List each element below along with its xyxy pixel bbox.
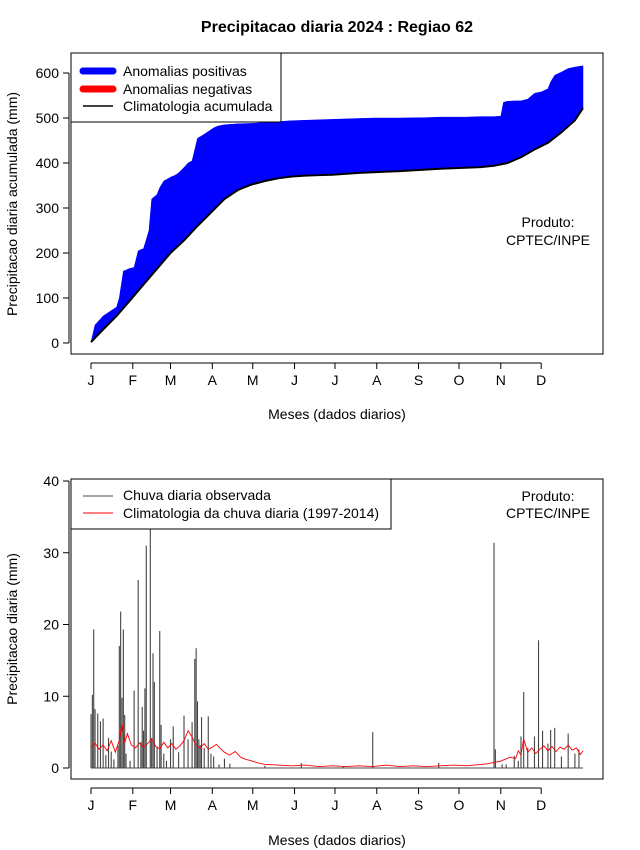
- x-tick-label: M: [165, 372, 177, 388]
- x-tick-label: N: [496, 797, 506, 813]
- x-tick-label: S: [414, 797, 423, 813]
- y-tick-label: 30: [43, 545, 59, 561]
- x-tick-label: A: [372, 372, 382, 388]
- x-axis-label: Meses (dados diarios): [268, 406, 406, 422]
- x-tick-label: O: [454, 797, 465, 813]
- x-tick-label: M: [247, 372, 259, 388]
- observed-rain-bars: [90, 515, 583, 769]
- daily-chart: 0 10 20 30 40 J F M A M J J A S O N D Meses (dados diar…: [4, 473, 604, 848]
- y-tick-label: 200: [36, 245, 60, 261]
- x-tick-label: M: [247, 797, 259, 813]
- x-tick-label: A: [208, 372, 218, 388]
- x-tick-label: F: [129, 797, 138, 813]
- legend-label-positive: Anomalias positivas: [123, 63, 247, 79]
- x-tick-label: O: [454, 372, 465, 388]
- y-tick-label: 300: [36, 200, 60, 216]
- y-axis-label: Precipitacao diaria (mm): [4, 553, 20, 705]
- y-tick-label: 20: [43, 617, 59, 633]
- plot-frame: [70, 52, 604, 355]
- x-tick-label: N: [496, 372, 506, 388]
- x-axis-label: Meses (dados diarios): [268, 832, 406, 848]
- x-tick-label: F: [129, 372, 138, 388]
- y-tick-label: 500: [36, 110, 60, 126]
- x-tick-label: M: [165, 797, 177, 813]
- product-source: CPTEC/INPE: [506, 505, 590, 521]
- legend: Anomalias positivas Anomalias negativas …: [70, 52, 282, 123]
- x-tick-label: J: [331, 372, 338, 388]
- legend-box: [70, 478, 392, 530]
- x-tick-label: J: [291, 372, 298, 388]
- legend-label-negative: Anomalias negativas: [123, 81, 252, 97]
- y-tick-label: 40: [43, 473, 59, 489]
- x-tick-label: D: [536, 372, 546, 388]
- y-tick-label: 600: [36, 65, 60, 81]
- product-label: Produto:: [522, 214, 575, 230]
- cumulative-chart: Precipitacao diaria 2024 : Regiao 62 0 10…: [4, 19, 604, 422]
- climatology-rain-line: [90, 723, 584, 768]
- y-tick-label: 100: [36, 290, 60, 306]
- y-tick-label: 0: [51, 760, 59, 776]
- legend: Chuva diaria observada Climatologia da c…: [70, 478, 392, 530]
- y-tick-label: 10: [43, 688, 59, 704]
- y-tick-label: 400: [36, 155, 60, 171]
- climatology-line: [90, 107, 584, 343]
- x-tick-label: A: [372, 797, 382, 813]
- legend-label-climatology: Climatologia da chuva diaria (1997-2014): [123, 505, 379, 521]
- x-tick-label: A: [208, 797, 218, 813]
- x-tick-label: D: [536, 797, 546, 813]
- y-tick-label: 0: [51, 335, 59, 351]
- legend-label-observed: Chuva diaria observada: [123, 487, 271, 503]
- chart-title: Precipitacao diaria 2024 : Regiao 62: [201, 19, 473, 36]
- legend-label-climatology: Climatologia acumulada: [123, 98, 273, 114]
- product-label: Produto:: [522, 488, 575, 504]
- product-source: CPTEC/INPE: [506, 232, 590, 248]
- x-tick-label: J: [88, 372, 95, 388]
- y-axis: 0 10 20 30 40: [43, 473, 70, 776]
- x-tick-label: S: [414, 372, 423, 388]
- y-axis-label: Precipitacao diaria acumulada (mm): [4, 92, 20, 316]
- x-tick-label: J: [331, 797, 338, 813]
- x-tick-label: J: [291, 797, 298, 813]
- y-axis: 0 100 200 300 400 500 600: [36, 65, 70, 351]
- x-tick-label: J: [88, 797, 95, 813]
